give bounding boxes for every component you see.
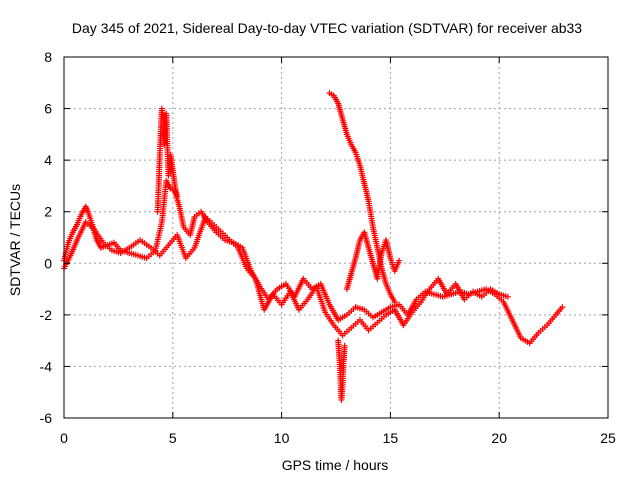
x-tick-label: 5: [169, 430, 177, 446]
y-tick-label: 0: [44, 255, 52, 271]
y-tick-label: 4: [44, 152, 52, 168]
data-point: [174, 193, 181, 200]
chart-title: Day 345 of 2021, Sidereal Day-to-day VTE…: [72, 20, 582, 36]
data-point: [341, 342, 348, 349]
ticks: [63, 56, 609, 419]
x-tick-label: 10: [274, 430, 290, 446]
y-axis-label: SDTVAR / TECUs: [7, 184, 23, 296]
y-tick-label: 2: [44, 204, 52, 220]
y-tick-label: -4: [40, 358, 53, 374]
x-tick-label: 0: [60, 430, 68, 446]
data-point: [391, 298, 398, 305]
x-axis-label: GPS time / hours: [282, 457, 389, 473]
y-tick-labels: -6 -4 -2 0 2 4 6 8: [40, 49, 53, 426]
x-tick-label: 25: [600, 430, 616, 446]
y-tick-label: -2: [40, 307, 53, 323]
plot-frame: [63, 56, 609, 419]
y-tick-label: 8: [44, 49, 52, 65]
data-point: [504, 293, 511, 300]
x-tick-label: 20: [491, 430, 507, 446]
y-tick-label: -6: [40, 410, 53, 426]
grid: [64, 57, 608, 418]
data-point: [396, 257, 403, 264]
x-tick-labels: 0 5 10 15 20 25: [60, 430, 616, 446]
data-points: [61, 90, 566, 403]
x-tick-label: 15: [383, 430, 399, 446]
y-tick-label: 6: [44, 101, 52, 117]
data-point: [559, 304, 566, 311]
